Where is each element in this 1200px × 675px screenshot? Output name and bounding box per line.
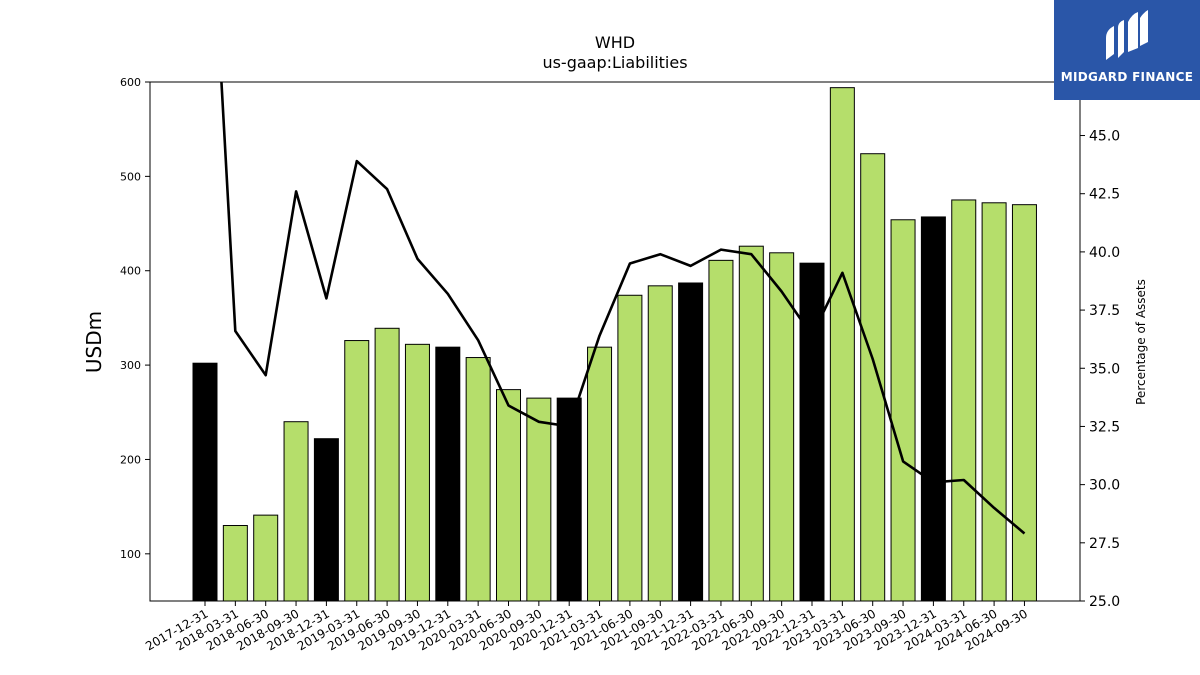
y-tick-label: 100 [120,548,141,561]
bar [799,262,825,602]
bar [253,514,279,602]
bar [829,87,855,602]
bar [647,285,673,602]
bars-layer [192,87,1037,602]
y2-tick-label: 30.0 [1089,478,1120,494]
y2-tick-label: 25.0 [1089,594,1120,610]
bar [404,343,430,602]
y2-tick-label: 45.0 [1089,129,1120,145]
y-tick-label: 500 [120,170,141,183]
bar [496,389,521,602]
bar [435,346,461,602]
y-tick-label: 400 [120,265,141,278]
y2-tick-label: 32.5 [1089,419,1120,435]
x-axis: 2017-12-312018-03-312018-06-302018-09-30… [143,601,1030,653]
bar [860,153,886,602]
bar [708,259,734,602]
y2-tick-label: 40.0 [1089,245,1120,261]
bar [769,252,795,602]
line-layer [220,82,1026,535]
bar [890,219,916,602]
y-axis-left: 100 200 300 400 500 600 [120,76,150,561]
bar [981,202,1007,602]
y2-tick-label: 37.5 [1089,303,1120,319]
bar [192,362,218,602]
bar [587,346,613,602]
y2-tick-label: 42.5 [1089,187,1120,203]
bar [526,397,552,602]
y2-axis-label: Percentage of Assets [1134,279,1148,405]
series-line [220,82,1026,535]
plot-frame [149,81,1081,602]
bar [283,421,309,602]
bar [617,294,643,602]
y-tick-label: 600 [120,76,141,89]
bar [222,525,248,602]
y2-tick-label: 27.5 [1089,536,1120,552]
bar [374,327,400,602]
bar [344,340,370,602]
bar [465,357,491,602]
bar [920,216,946,602]
bar [313,438,339,602]
logo-mark-icon [1106,10,1148,60]
y-axis-right: 25.0 27.5 30.0 32.5 35.0 37.5 40.0 42.5 45.0 [1080,129,1120,610]
chart-title: WHD [595,33,635,52]
y2-tick-label: 35.0 [1089,361,1120,377]
y-axis-label: USDm [82,311,106,373]
chart-subtitle: us-gaap:Liabilities [542,53,687,72]
y-tick-label: 300 [120,359,141,372]
bar [951,199,977,602]
bar [678,282,704,602]
midgard-finance-logo: MIDGARD FINANCE [1054,0,1200,100]
bar [556,397,582,602]
y-tick-label: 200 [120,453,141,466]
logo-text: MIDGARD FINANCE [1060,70,1194,84]
bar [738,245,764,602]
bar [1011,204,1037,602]
